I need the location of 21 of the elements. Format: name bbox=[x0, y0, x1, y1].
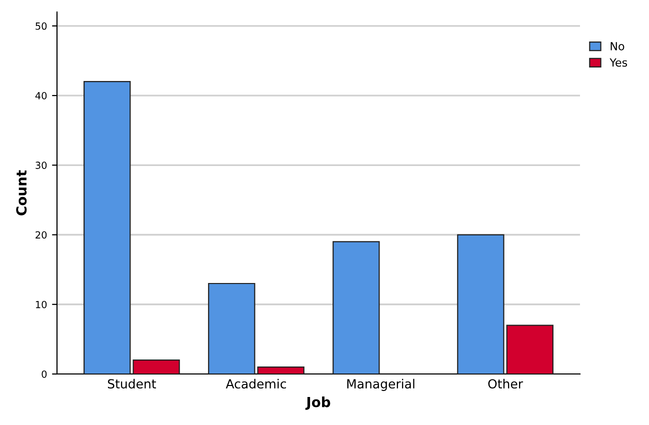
y-tick-label: 0 bbox=[42, 370, 47, 378]
bar bbox=[257, 366, 304, 374]
x-tick-label: Student bbox=[108, 378, 156, 389]
y-tick-label: 10 bbox=[36, 300, 47, 308]
bar bbox=[457, 234, 504, 374]
x-tick-label: Managerial bbox=[347, 378, 414, 391]
y-tick-label: 30 bbox=[36, 162, 47, 169]
y-tick-label: 20 bbox=[36, 231, 47, 239]
bar bbox=[84, 81, 131, 374]
bar bbox=[132, 360, 180, 374]
y-tick-label: 50 bbox=[36, 22, 47, 30]
bar bbox=[208, 282, 256, 374]
legend-label: No bbox=[610, 42, 624, 50]
x-tick-label: Other bbox=[488, 378, 524, 389]
y-tick-label: 40 bbox=[35, 92, 47, 100]
y-axis-title: Count bbox=[16, 170, 27, 216]
x-tick-label: Academic bbox=[226, 378, 286, 389]
legend-label: Yes bbox=[610, 58, 628, 67]
bar bbox=[332, 241, 380, 374]
x-axis-title: Job bbox=[305, 396, 330, 410]
bar bbox=[506, 324, 554, 374]
